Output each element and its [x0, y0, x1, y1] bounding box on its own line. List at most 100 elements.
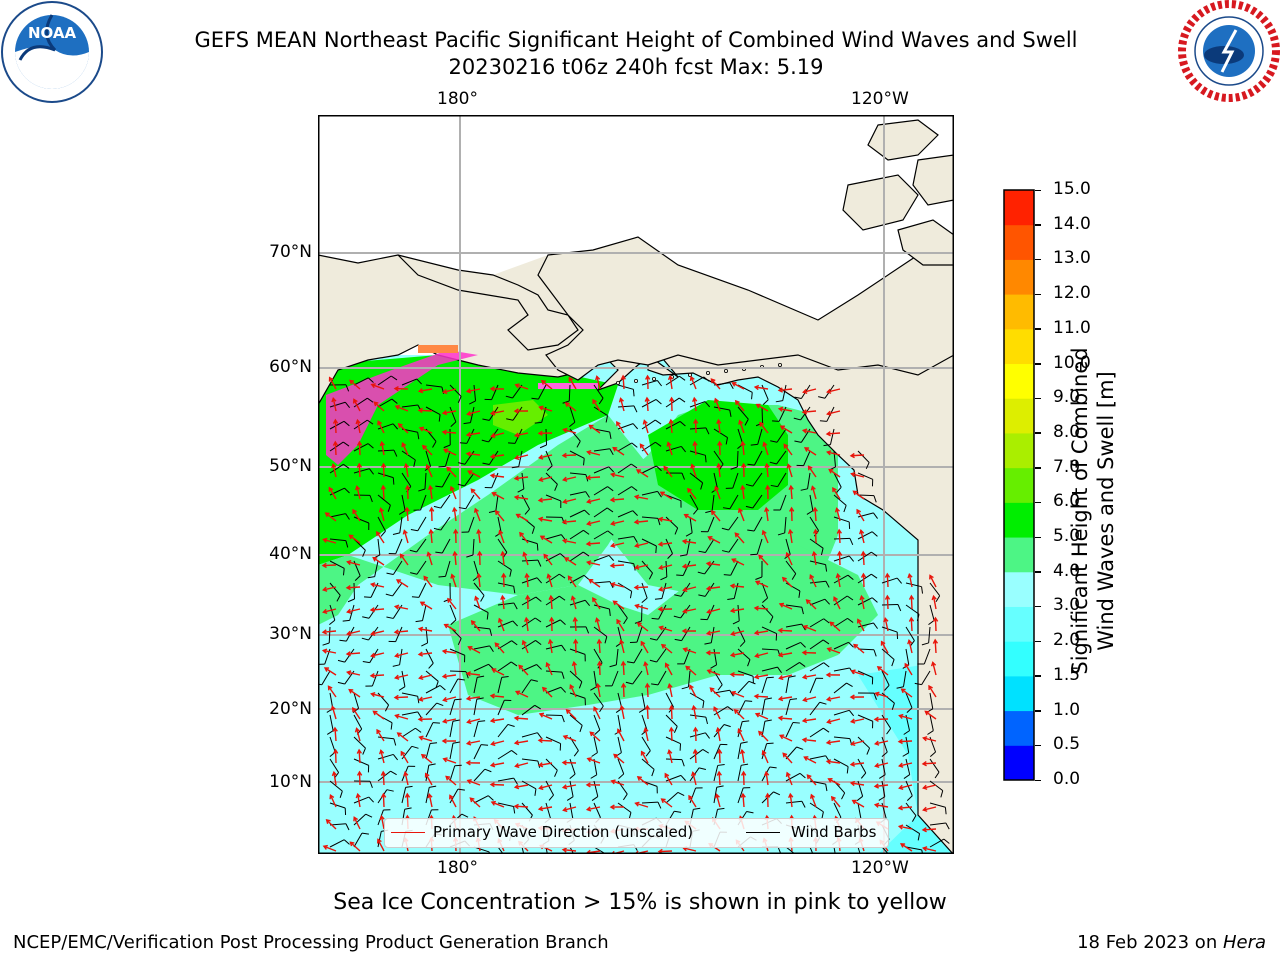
wave-arrow	[644, 704, 651, 720]
wind-barb	[497, 802, 516, 814]
wind-barb-shaft	[329, 538, 346, 542]
wave-field-5-6m	[493, 400, 548, 435]
wave-arrow-shaft	[808, 465, 817, 478]
wind-barb-shaft	[395, 538, 403, 554]
wave-arrow-head	[355, 485, 361, 491]
wind-barb-shaft	[665, 758, 683, 761]
wind-barb-flag	[732, 620, 740, 625]
wind-barb	[685, 516, 693, 537]
wave-arrow-head	[874, 691, 880, 697]
wave-arrow-head	[610, 520, 616, 526]
wind-barb-flag	[747, 529, 755, 532]
wind-barb-flag	[739, 641, 746, 647]
wave-arrow-head	[449, 485, 455, 492]
wave-arrow	[811, 550, 817, 566]
wave-arrow-head	[380, 770, 387, 776]
wind-barb-flag	[723, 724, 731, 728]
wave-arrow	[355, 418, 361, 434]
wave-arrow-shaft	[730, 585, 745, 588]
wave-arrow-head	[562, 498, 568, 504]
wind-barb-flag	[452, 741, 460, 744]
wave-arrow-head	[765, 484, 771, 490]
wind-barb-shaft	[593, 530, 609, 540]
wind-barb-shaft	[473, 795, 489, 804]
wind-barb-shaft	[809, 755, 826, 760]
wave-arrow-head	[713, 397, 719, 403]
wave-arrow	[657, 586, 673, 592]
wind-barb-flag	[457, 788, 465, 791]
wind-barb-shaft	[593, 406, 608, 417]
wind-barb-shaft	[569, 491, 586, 496]
wave-arrow	[777, 715, 793, 721]
wind-barb	[737, 670, 754, 684]
wind-barb	[322, 626, 331, 646]
wave-arrow-shaft	[691, 464, 697, 478]
wave-arrow-head	[801, 674, 808, 680]
wind-barb	[438, 450, 451, 468]
wave-arrow	[765, 484, 771, 500]
wind-barb	[617, 604, 628, 625]
wind-barb-shaft	[857, 472, 873, 480]
wave-arrow-shaft	[498, 618, 505, 632]
wave-arrow-shaft	[491, 740, 505, 745]
wave-arrow-shaft	[779, 603, 793, 610]
wind-barb-flag	[605, 415, 608, 423]
wind-barb-flag	[432, 722, 440, 724]
wave-arrow-head	[570, 595, 576, 601]
wind-barb	[377, 423, 399, 430]
wave-arrow	[418, 735, 433, 742]
wave-arrow-head	[658, 564, 664, 571]
wind-barb	[665, 791, 685, 804]
wave-arrow-shaft	[586, 476, 601, 479]
wave-arrow-shaft	[637, 622, 649, 632]
wind-barb-shaft	[425, 743, 431, 760]
wave-arrow-shaft	[860, 530, 865, 544]
wave-arrow	[514, 383, 529, 390]
wave-arrow-head	[801, 409, 807, 415]
wave-arrow	[884, 594, 891, 610]
wind-barb	[377, 494, 391, 512]
wave-arrow-head	[778, 734, 785, 740]
sea-ice-areas	[326, 345, 598, 465]
wind-barb	[727, 582, 739, 600]
wind-barb	[473, 582, 485, 602]
wave-arrow-shaft	[850, 454, 865, 457]
wave-arrow-head	[404, 792, 411, 798]
wind-barb-shaft	[689, 732, 706, 738]
wave-arrow	[515, 513, 529, 522]
wind-barb-shaft	[785, 623, 802, 628]
wave-arrow	[355, 792, 361, 808]
wave-arrow-head	[394, 674, 400, 680]
wind-barb-shaft	[641, 582, 648, 599]
wind-barb-shaft	[779, 494, 787, 511]
wave-arrow	[681, 628, 697, 634]
colorbar-tick-mark	[1035, 640, 1041, 643]
wave-arrow-shaft	[443, 718, 457, 723]
wind-barb-flag	[415, 620, 423, 623]
wave-arrow-head	[441, 673, 448, 679]
wind-barb	[401, 450, 416, 467]
wave-arrow-head	[400, 750, 406, 756]
wind-barb-flag	[390, 375, 398, 381]
colorbar-segment	[1004, 537, 1034, 573]
wave-arrow	[753, 605, 769, 611]
wind-barb-flag	[339, 791, 343, 798]
wind-barb	[497, 640, 518, 650]
arctic-island-1	[867, 119, 939, 161]
wind-barb	[879, 758, 886, 779]
wave-arrow-shaft	[568, 377, 577, 390]
wave-arrow-head	[586, 757, 592, 763]
wind-barb-flag	[800, 488, 808, 491]
wave-arrow	[442, 388, 457, 395]
wind-barb	[723, 560, 739, 576]
wind-barb	[329, 401, 351, 409]
wind-barb-shaft	[545, 780, 555, 796]
wave-arrow-shaft	[707, 562, 721, 566]
wind-barb-flag	[385, 593, 393, 597]
wind-barb	[697, 560, 715, 575]
wave-arrow-shaft	[734, 532, 745, 544]
wind-barb	[857, 597, 878, 606]
wind-barb-flag	[630, 463, 638, 469]
wave-arrow	[689, 375, 697, 390]
wave-arrow-shaft	[358, 463, 361, 478]
